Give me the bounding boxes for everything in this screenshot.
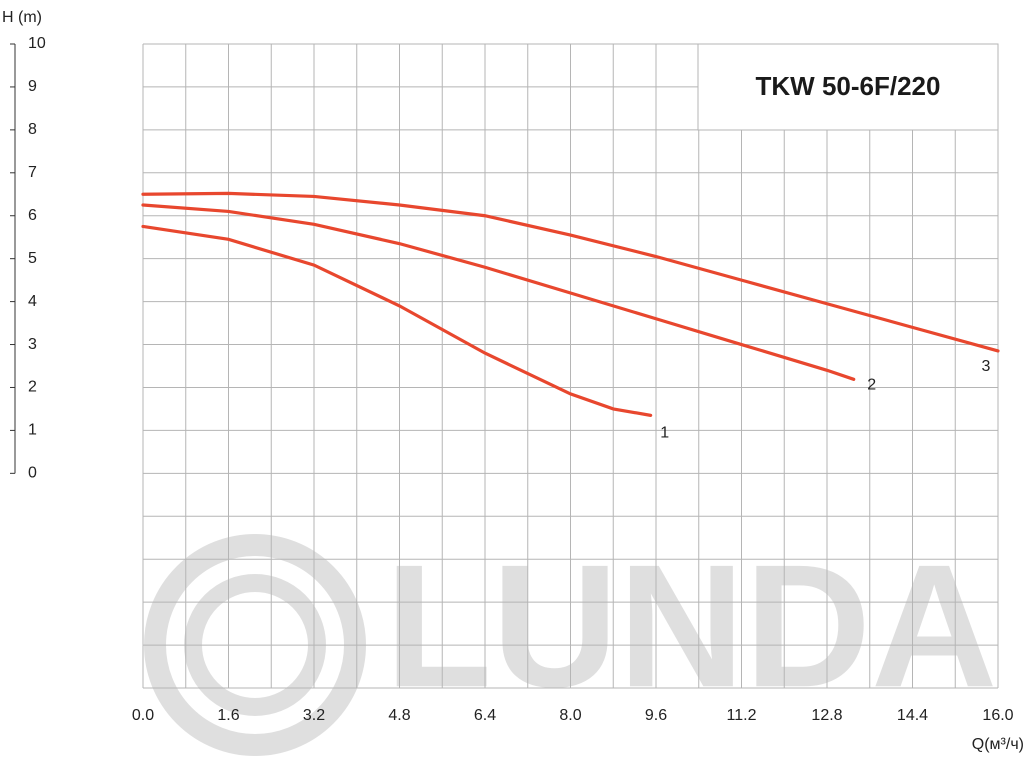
watermark: LUNDA (144, 529, 997, 756)
curve-label: 1 (660, 425, 669, 442)
y-tick-label: 10 (28, 35, 46, 52)
x-tick-label: 9.6 (645, 707, 667, 724)
y-tick-label: 3 (28, 336, 37, 353)
y-tick-label: 0 (28, 465, 37, 482)
x-tick-label: 6.4 (474, 707, 496, 724)
x-tick-label: 0.0 (132, 707, 154, 724)
y-tick-label: 7 (28, 164, 37, 181)
y-axis-label: H (m) (2, 9, 42, 26)
y-tick-label: 8 (28, 121, 37, 138)
x-tick-label: 14.4 (897, 707, 928, 724)
x-tick-label: 8.0 (559, 707, 581, 724)
y-tick-label: 1 (28, 422, 37, 439)
curve (141, 203, 856, 381)
curve-label: 3 (982, 358, 991, 375)
x-tick-label: 4.8 (388, 707, 410, 724)
y-tick-label: 9 (28, 78, 37, 95)
watermark-text: LUNDA (385, 529, 997, 724)
x-tick-label: 1.6 (217, 707, 239, 724)
x-tick-label: 16.0 (982, 707, 1013, 724)
y-tick-label: 6 (28, 207, 37, 224)
y-tick-label: 2 (28, 379, 37, 396)
x-tick-label: 11.2 (727, 707, 757, 724)
x-axis-label: Q(м³/ч) (972, 736, 1024, 753)
chart-title: TKW 50-6F/220 (756, 71, 941, 101)
x-tick-label: 3.2 (303, 707, 325, 724)
title-box (697, 43, 999, 131)
y-tick-label: 5 (28, 250, 37, 267)
grid (142, 43, 999, 689)
x-tick-label: 12.8 (811, 707, 842, 724)
y-tick-label: 4 (28, 293, 37, 310)
curve (141, 224, 653, 417)
curve-label: 2 (867, 377, 876, 394)
curve (141, 191, 1000, 353)
